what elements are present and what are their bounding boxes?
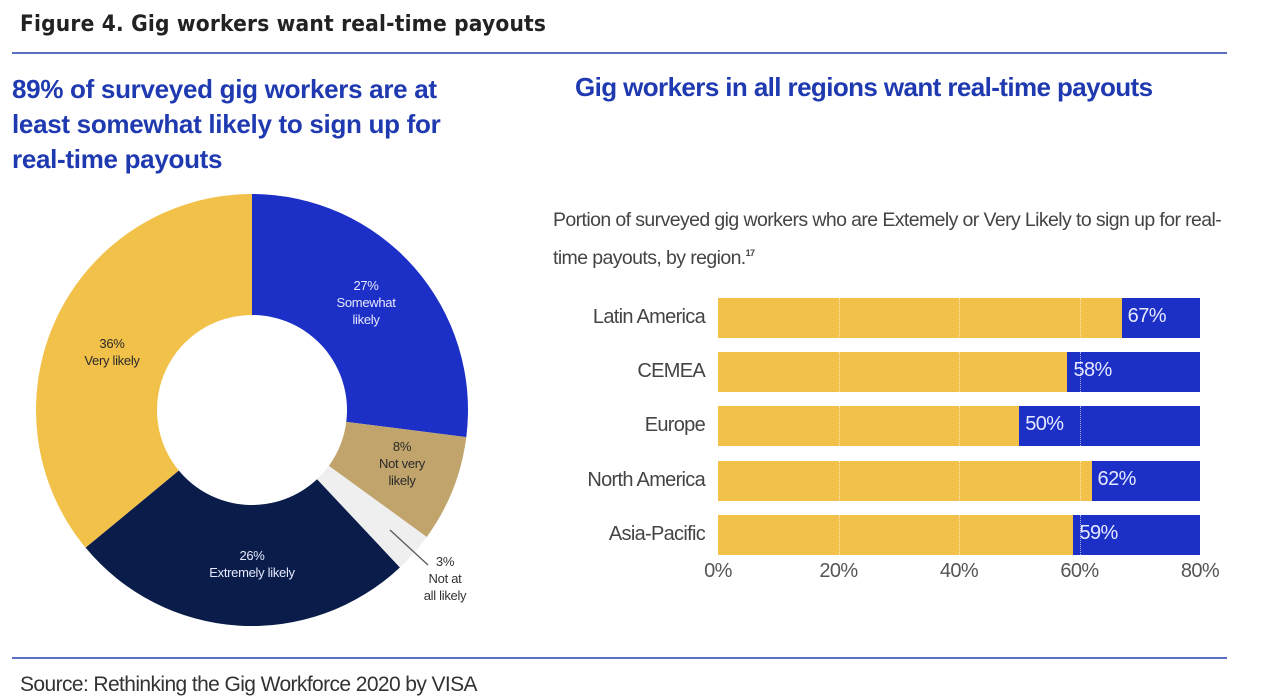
- gridline: [1079, 352, 1081, 392]
- donut-chart: 27% Somewhat likely 8% Not very likely 3% Not a…: [0, 185, 500, 645]
- slice-label-line: Extremely likely: [209, 565, 295, 580]
- x-axis-tick: 80%: [1180, 560, 1220, 582]
- gridline: [959, 298, 960, 338]
- leader-line: [389, 529, 429, 566]
- bar-row: Latin America 67%: [540, 298, 1240, 338]
- bottom-divider: [12, 657, 1227, 659]
- slice-label-line: Not very: [378, 456, 426, 471]
- gridline: [838, 352, 840, 392]
- bar-row: CEMEA 58%: [540, 352, 1240, 392]
- donut-slice-not-at-all-likely: [317, 465, 427, 568]
- slice-label-line: 8%: [392, 439, 412, 454]
- bar-fill: [718, 298, 1122, 338]
- slice-label-very-likely: 36% Very likely: [84, 335, 140, 369]
- bar-value-label: 62%: [1097, 468, 1137, 490]
- slice-label-somewhat-likely: 27% Somewhat likely: [336, 277, 395, 328]
- x-axis-tick: 0%: [704, 560, 732, 582]
- figure-title: Figure 4. Gig workers want real-time pay…: [20, 12, 547, 37]
- bar-track: 62%: [718, 461, 1200, 501]
- bar-subtitle-text: Portion of surveyed gig workers who are …: [553, 209, 1222, 269]
- gridline: [1079, 461, 1081, 501]
- gridline: [1079, 406, 1081, 446]
- gridline: [959, 461, 960, 501]
- bar-track: 59%: [718, 515, 1200, 555]
- slice-label-line: all likely: [423, 588, 467, 603]
- bar-value-label: 59%: [1079, 522, 1118, 544]
- bar-category-label: Europe: [644, 414, 706, 436]
- gridline: [838, 461, 840, 501]
- bar-fill: [718, 461, 1092, 501]
- bar-track: 58%: [718, 352, 1200, 392]
- slice-label-line: Somewhat: [336, 295, 396, 310]
- bar-chart: Latin America 67% CEMEA 58% Europe 50% North A…: [540, 290, 1240, 590]
- donut-headline: 89% of surveyed gig workers are at least…: [12, 74, 441, 174]
- bar-fill: [718, 515, 1074, 555]
- gridline: [1079, 515, 1081, 555]
- donut-svg: [35, 194, 469, 626]
- gridline: [838, 298, 840, 338]
- donut-slice-very-likely: [35, 194, 252, 548]
- gridline: [959, 352, 960, 392]
- slice-label-line: Not at: [428, 571, 462, 586]
- slice-label-not-very-likely: 8% Not very likely: [379, 438, 425, 489]
- gridline: [838, 406, 840, 446]
- bar-category-label: Asia-Pacific: [608, 523, 706, 545]
- bar-headline: Gig workers in all regions want real-tim…: [575, 72, 1153, 102]
- slice-label-line: 26%: [239, 548, 265, 563]
- donut-slice-not-very-likely: [328, 421, 467, 537]
- gridline: [959, 406, 960, 446]
- bar-row: Asia-Pacific 59%: [540, 515, 1240, 555]
- slice-label-extremely-likely: 26% Extremely likely: [209, 547, 295, 581]
- bar-category-label: North America: [587, 469, 705, 491]
- slice-label-line: Very likely: [84, 353, 140, 368]
- source-note: Source: Rethinking the Gig Workforce 202…: [20, 673, 478, 696]
- slice-label-line: likely: [388, 473, 416, 488]
- donut-slice-somewhat-likely: [252, 194, 469, 438]
- bar-category-label: Latin America: [592, 306, 706, 328]
- bar-value-label: 58%: [1073, 359, 1112, 381]
- gridline: [1079, 298, 1081, 338]
- donut-slice-extremely-likely: [85, 470, 400, 626]
- slice-label-line: 27%: [353, 278, 379, 293]
- slice-label-line: 36%: [99, 336, 125, 351]
- bar-value-label: 67%: [1127, 305, 1167, 327]
- slice-label-line: likely: [352, 312, 380, 327]
- x-axis-tick: 20%: [819, 560, 858, 582]
- slice-label-line: 3%: [435, 554, 455, 569]
- x-axis-tick: 60%: [1060, 560, 1099, 582]
- bar-row: Europe 50%: [540, 406, 1240, 446]
- bar-track: 50%: [718, 406, 1200, 446]
- top-divider: [12, 52, 1227, 54]
- bar-row: North America 62%: [540, 461, 1240, 501]
- x-axis-tick: 40%: [939, 560, 979, 582]
- gridline: [959, 515, 960, 555]
- gridline: [838, 515, 840, 555]
- bar-track: 67%: [718, 298, 1200, 338]
- footnote-marker: 17: [745, 248, 755, 258]
- bar-category-label: CEMEA: [637, 360, 705, 382]
- slice-label-not-at-all-likely: 3% Not at all likely: [424, 553, 467, 604]
- bar-fill: [718, 406, 1020, 446]
- bar-subtitle: Portion of surveyed gig workers who are …: [553, 204, 1233, 275]
- bar-value-label: 50%: [1025, 413, 1064, 435]
- bar-fill: [718, 352, 1068, 392]
